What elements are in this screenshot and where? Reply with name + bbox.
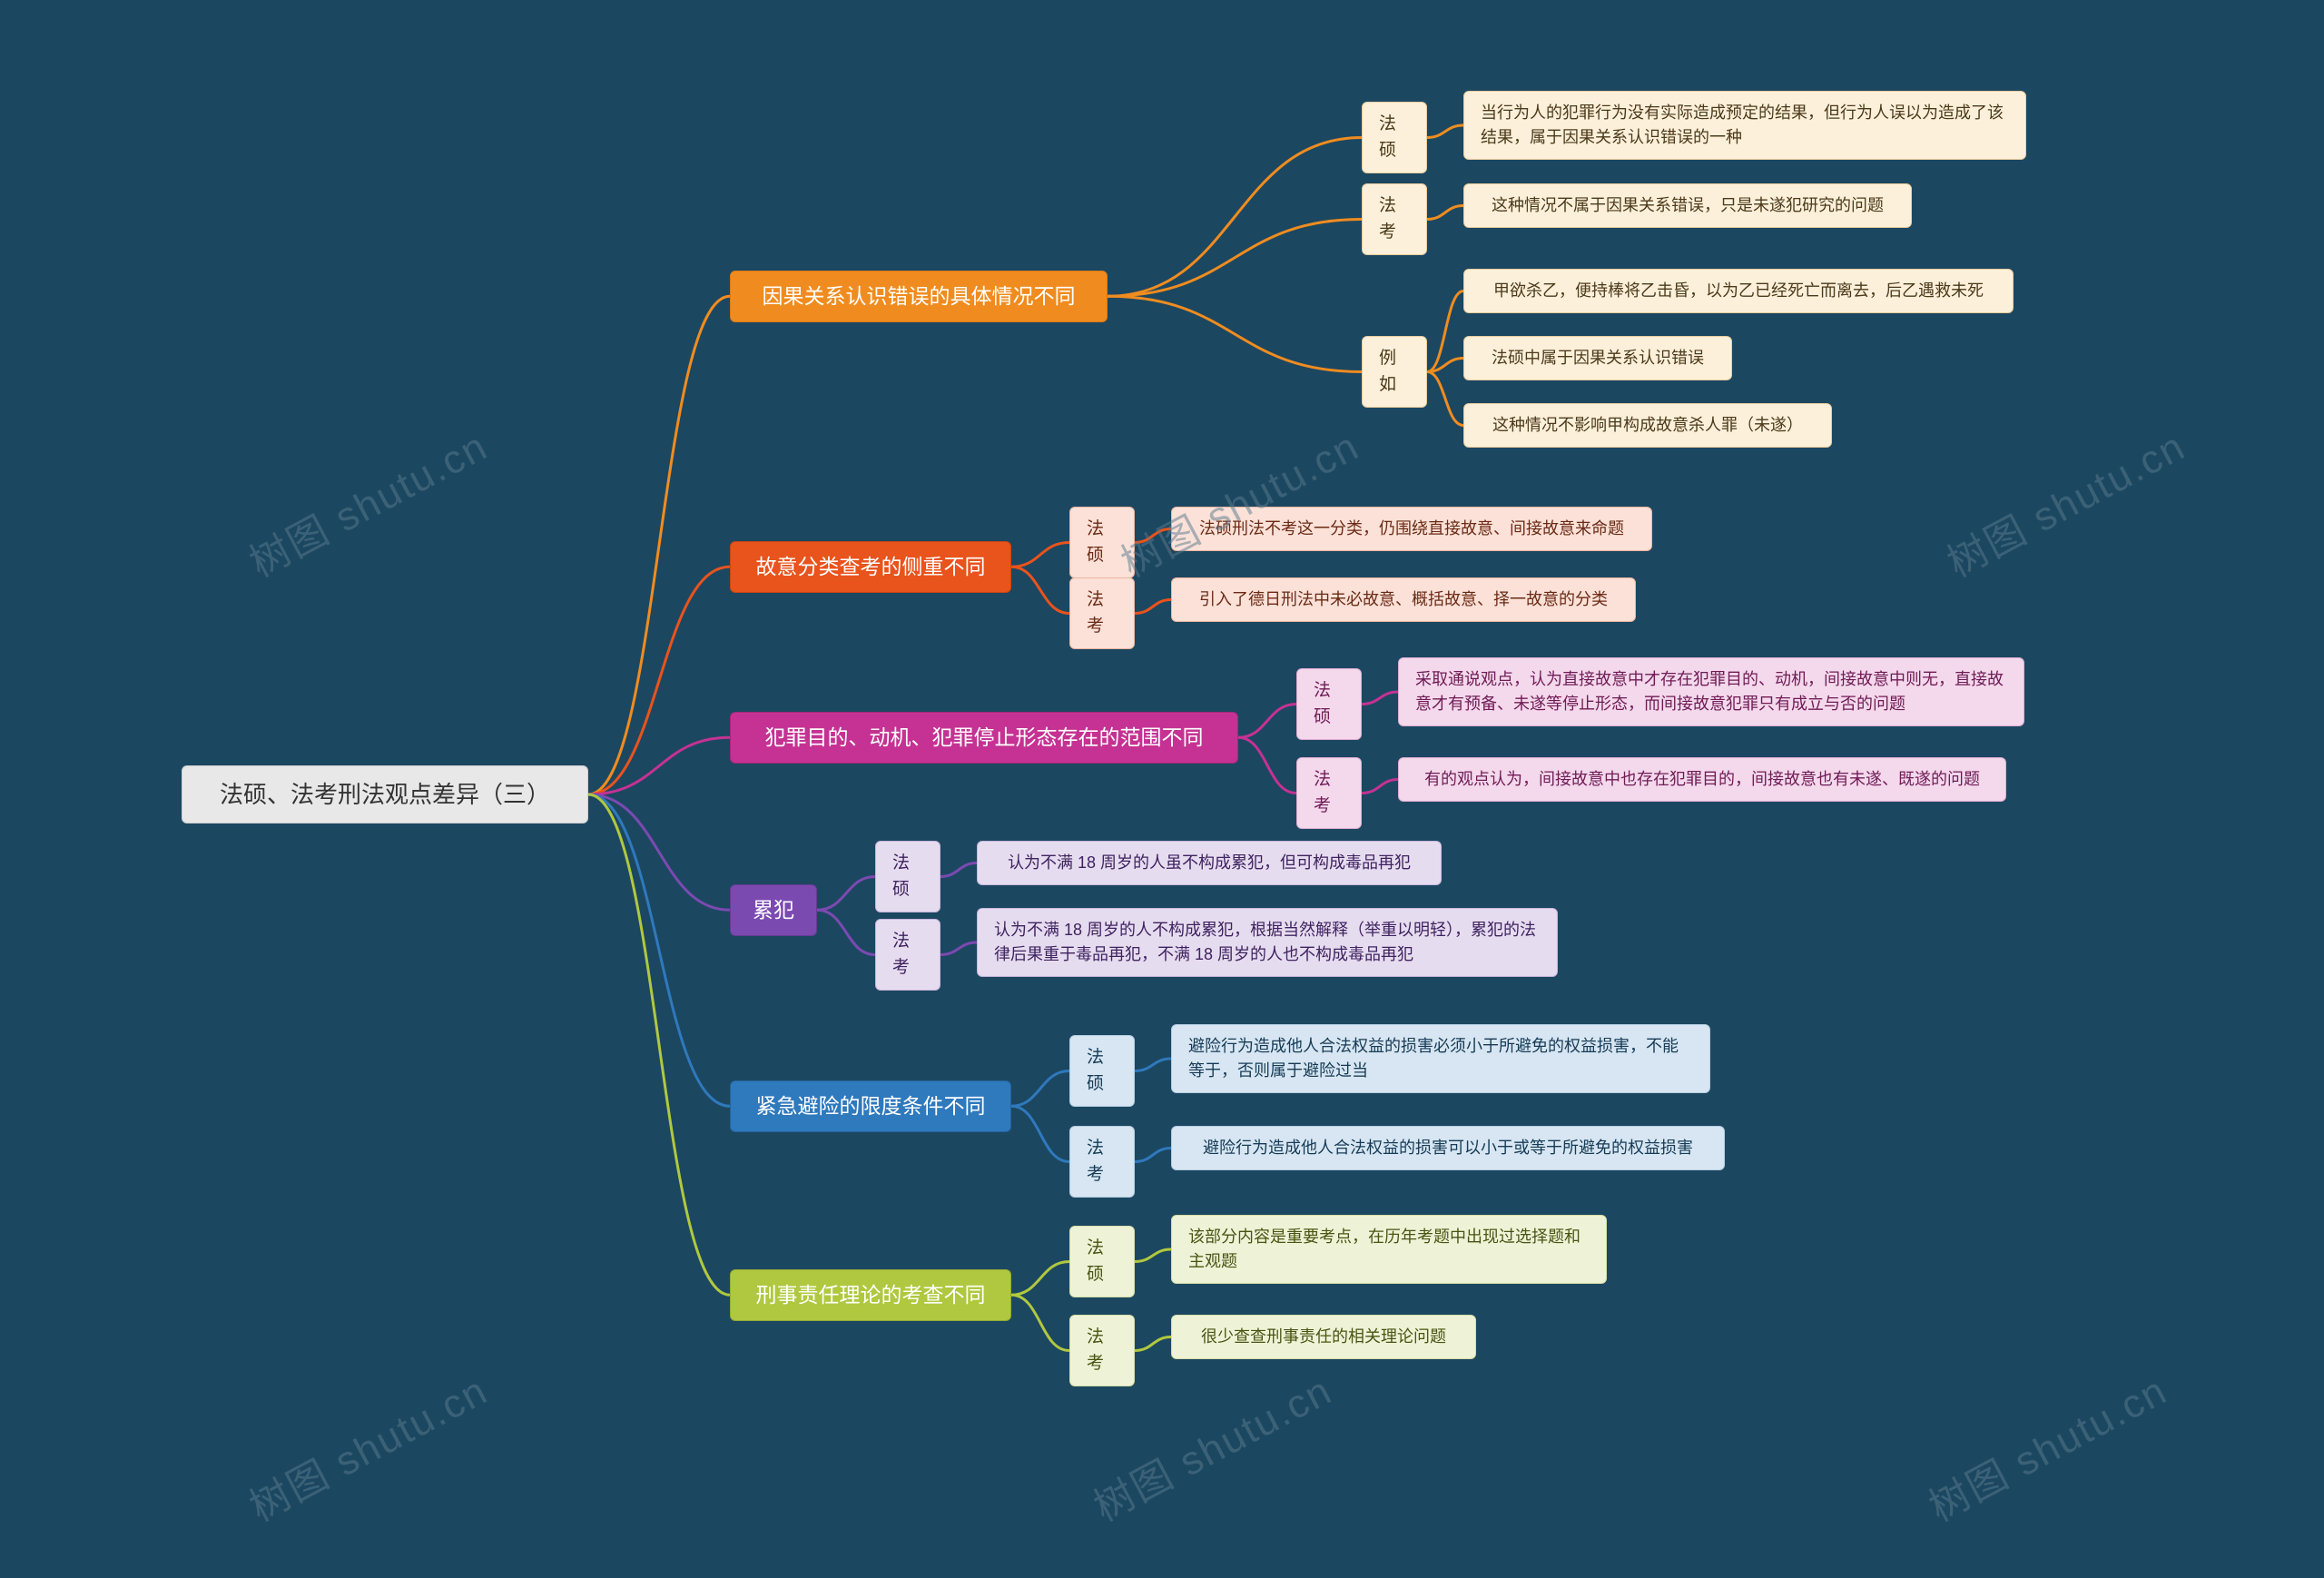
mindmap-node-b1_fk_t: 这种情况不属于因果关系错误，只是未遂犯研究的问题 <box>1463 183 1912 228</box>
node-label: 法考 <box>1087 1136 1118 1188</box>
mindmap-node-b1: 因果关系认识错误的具体情况不同 <box>730 271 1108 322</box>
node-label: 法考 <box>1379 193 1410 245</box>
node-label: 甲欲杀乙，便持棒将乙击昏，以为乙已经死亡而离去，后乙遇救未死 <box>1493 279 1984 303</box>
mindmap-node-b3_fk_t: 有的观点认为，间接故意中也存在犯罪目的，间接故意也有未遂、既遂的问题 <box>1398 757 2006 802</box>
node-label: 避险行为造成他人合法权益的损害可以小于或等于所避免的权益损害 <box>1203 1136 1693 1160</box>
mindmap-node-b6_fk_t: 很少查查刑事责任的相关理论问题 <box>1171 1315 1476 1359</box>
mindmap-node-b1_fs: 法硕 <box>1362 102 1427 173</box>
node-label: 因果关系认识错误的具体情况不同 <box>763 281 1076 312</box>
node-label: 犯罪目的、动机、犯罪停止形态存在的范围不同 <box>765 722 1204 754</box>
mindmap-node-b3_fk: 法考 <box>1296 757 1362 829</box>
node-label: 法考 <box>1087 1325 1118 1376</box>
node-label: 法考 <box>892 929 923 981</box>
node-label: 该部分内容是重要考点，在历年考题中出现过选择题和主观题 <box>1188 1225 1590 1274</box>
node-label: 例如 <box>1379 346 1410 398</box>
node-label: 采取通说观点，认为直接故意中才存在犯罪目的、动机，间接故意中则无，直接故意才有预… <box>1415 667 2007 716</box>
node-label: 故意分类查考的侧重不同 <box>756 551 986 583</box>
node-label: 认为不满 18 周岁的人不构成累犯，根据当然解释（举重以明轻），累犯的法律后果重… <box>994 918 1541 967</box>
node-label: 认为不满 18 周岁的人虽不构成累犯，但可构成毒品再犯 <box>1008 851 1411 875</box>
node-label: 法硕 <box>1314 678 1344 730</box>
mindmap-node-b2: 故意分类查考的侧重不同 <box>730 541 1011 593</box>
mindmap-node-b5: 紧急避险的限度条件不同 <box>730 1080 1011 1132</box>
node-label: 紧急避险的限度条件不同 <box>756 1090 986 1122</box>
node-label: 刑事责任理论的考查不同 <box>756 1279 986 1311</box>
mindmap-node-b4: 累犯 <box>730 884 817 936</box>
mindmap-node-b5_fs: 法硕 <box>1069 1035 1135 1107</box>
mindmap-node-b1_ex3: 这种情况不影响甲构成故意杀人罪（未遂） <box>1463 403 1832 448</box>
node-label: 累犯 <box>753 894 794 926</box>
mindmap-node-b5_fk: 法考 <box>1069 1126 1135 1198</box>
mindmap-node-b2_fs_t: 法硕刑法不考这一分类，仍围绕直接故意、间接故意来命题 <box>1171 507 1652 551</box>
node-label: 法硕 <box>1087 1045 1118 1097</box>
mindmap-node-b1_ex1: 甲欲杀乙，便持棒将乙击昏，以为乙已经死亡而离去，后乙遇救未死 <box>1463 269 2014 313</box>
mindmap-node-b1_ex2: 法硕中属于因果关系认识错误 <box>1463 336 1732 380</box>
watermark: 树图 shutu.cn <box>1935 414 2194 588</box>
node-label: 避险行为造成他人合法权益的损害必须小于所避免的权益损害，不能等于，否则属于避险过… <box>1188 1034 1693 1083</box>
node-label: 这种情况不影响甲构成故意杀人罪（未遂） <box>1492 413 1803 438</box>
mindmap-node-b2_fk: 法考 <box>1069 577 1135 649</box>
watermark: 树图 shutu.cn <box>1109 414 1368 588</box>
node-label: 法硕 <box>1087 1236 1118 1287</box>
node-label: 法硕中属于因果关系认识错误 <box>1492 346 1704 370</box>
mindmap-node-b2_fs: 法硕 <box>1069 507 1135 578</box>
mindmap-node-b2_fk_t: 引入了德日刑法中未必故意、概括故意、择一故意的分类 <box>1171 577 1636 622</box>
node-label: 法硕刑法不考这一分类，仍围绕直接故意、间接故意来命题 <box>1199 517 1624 541</box>
node-label: 这种情况不属于因果关系错误，只是未遂犯研究的问题 <box>1492 193 1884 218</box>
watermark: 树图 shutu.cn <box>238 1358 497 1533</box>
mindmap-node-b4_fk: 法考 <box>875 919 940 991</box>
node-label: 法硕 <box>892 851 923 902</box>
mindmap-node-b6: 刑事责任理论的考查不同 <box>730 1269 1011 1321</box>
mindmap-node-b6_fs_t: 该部分内容是重要考点，在历年考题中出现过选择题和主观题 <box>1171 1215 1607 1284</box>
node-label: 有的观点认为，间接故意中也存在犯罪目的，间接故意也有未遂、既遂的问题 <box>1424 767 1980 792</box>
mindmap-node-b5_fs_t: 避险行为造成他人合法权益的损害必须小于所避免的权益损害，不能等于，否则属于避险过… <box>1171 1024 1710 1093</box>
node-label: 法硕 <box>1379 112 1410 163</box>
node-label: 法硕、法考刑法观点差异（三） <box>220 777 550 813</box>
mindmap-node-root: 法硕、法考刑法观点差异（三） <box>182 765 588 824</box>
mindmap-node-b1_ex: 例如 <box>1362 336 1427 408</box>
mindmap-node-b6_fs: 法硕 <box>1069 1226 1135 1297</box>
node-label: 法考 <box>1087 587 1118 639</box>
node-label: 当行为人的犯罪行为没有实际造成预定的结果，但行为人误以为造成了该结果，属于因果关… <box>1481 101 2009 150</box>
mindmap-node-b3: 犯罪目的、动机、犯罪停止形态存在的范围不同 <box>730 712 1238 764</box>
watermark: 树图 shutu.cn <box>238 414 497 588</box>
watermark: 树图 shutu.cn <box>1917 1358 2176 1533</box>
mindmap-node-b1_fs_t: 当行为人的犯罪行为没有实际造成预定的结果，但行为人误以为造成了该结果，属于因果关… <box>1463 91 2026 160</box>
node-label: 法硕 <box>1087 517 1118 568</box>
mindmap-node-b3_fs: 法硕 <box>1296 668 1362 740</box>
node-label: 很少查查刑事责任的相关理论问题 <box>1201 1325 1446 1349</box>
mindmap-node-b4_fs_t: 认为不满 18 周岁的人虽不构成累犯，但可构成毒品再犯 <box>977 841 1442 885</box>
mindmap-node-b5_fk_t: 避险行为造成他人合法权益的损害可以小于或等于所避免的权益损害 <box>1171 1126 1725 1170</box>
mindmap-node-b4_fk_t: 认为不满 18 周岁的人不构成累犯，根据当然解释（举重以明轻），累犯的法律后果重… <box>977 908 1558 977</box>
node-label: 法考 <box>1314 767 1344 819</box>
mindmap-node-b6_fk: 法考 <box>1069 1315 1135 1386</box>
node-label: 引入了德日刑法中未必故意、概括故意、择一故意的分类 <box>1199 587 1608 612</box>
mindmap-node-b1_fk: 法考 <box>1362 183 1427 255</box>
mindmap-node-b3_fs_t: 采取通说观点，认为直接故意中才存在犯罪目的、动机，间接故意中则无，直接故意才有预… <box>1398 657 2024 726</box>
mindmap-node-b4_fs: 法硕 <box>875 841 940 912</box>
